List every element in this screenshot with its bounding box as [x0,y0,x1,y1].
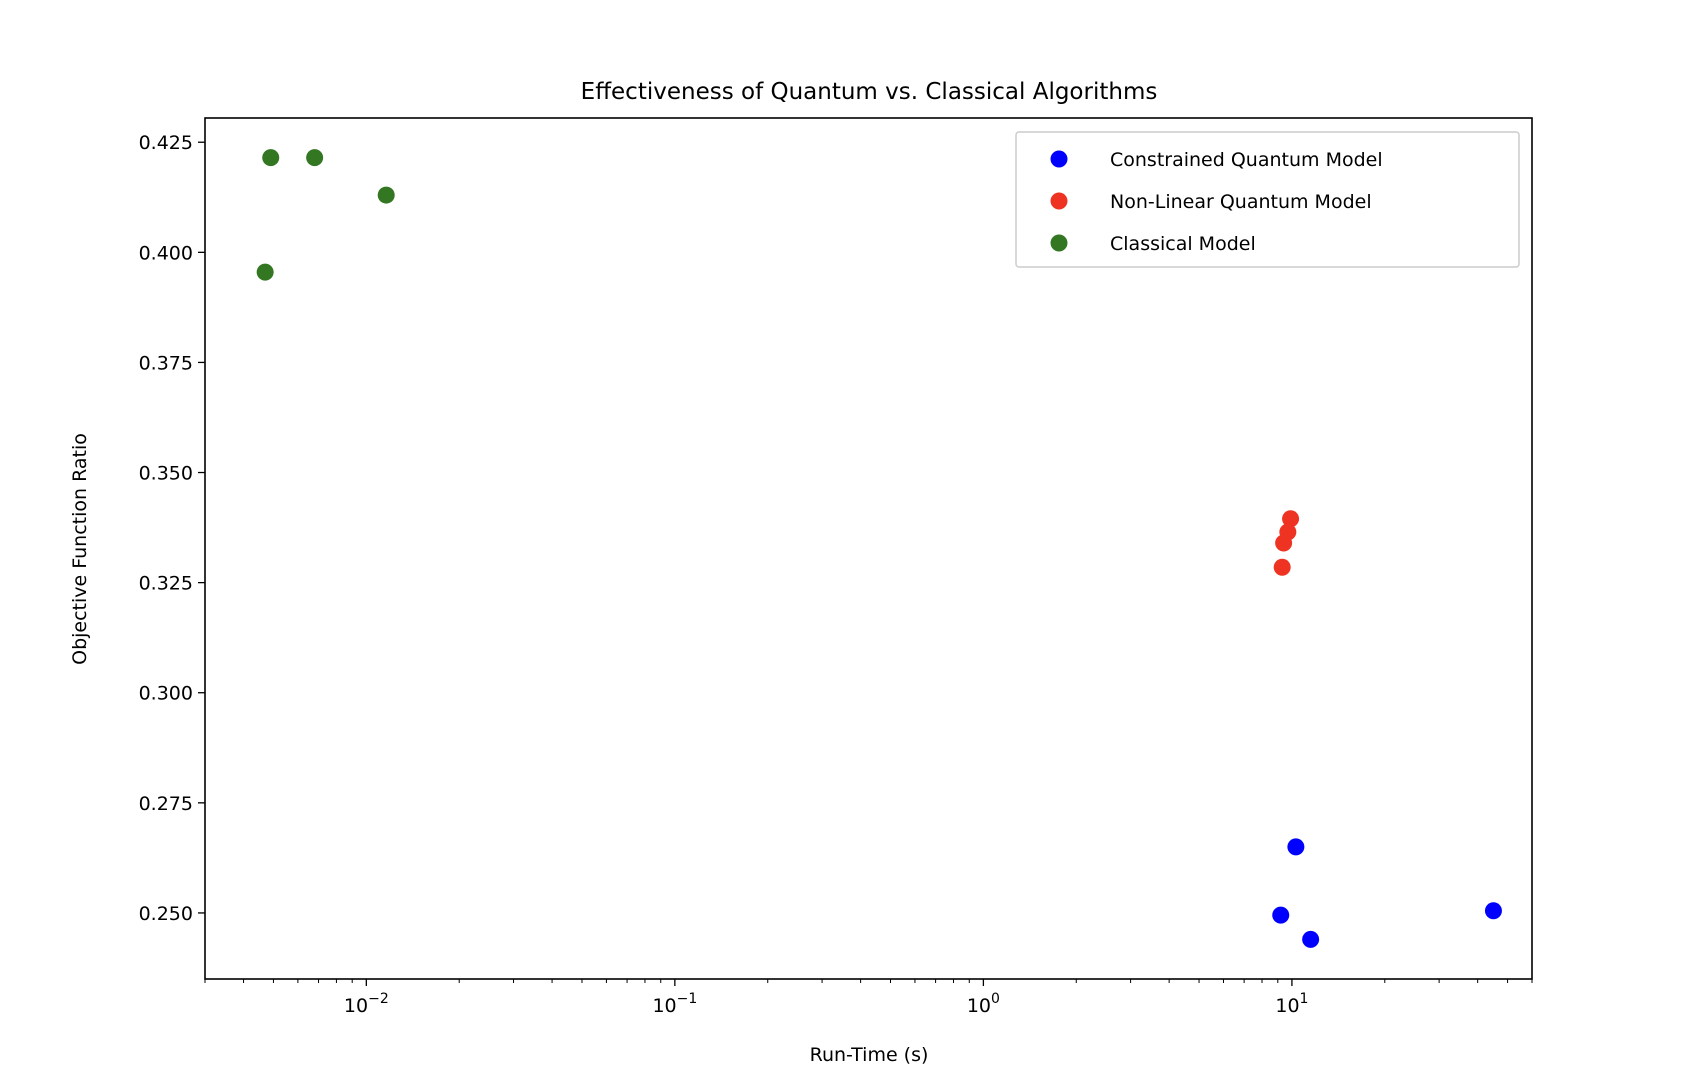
data-point [1484,902,1502,920]
data-point [262,149,280,167]
data-point [1282,510,1300,528]
y-tick-label: 0.400 [139,242,193,264]
y-tick-label: 0.375 [139,352,193,374]
chart-title: Effectiveness of Quantum vs. Classical A… [581,79,1158,105]
legend-frame [1015,131,1520,268]
legend-marker [1050,150,1068,168]
x-axis-ticks: 10−2 10−1 100 101 [204,979,1533,1017]
legend-label: Classical Model [1110,233,1256,255]
y-tick-label: 0.275 [139,793,193,815]
data-point [1272,906,1290,924]
plot-area [204,117,1533,980]
x-tick-label: 100 [967,991,1000,1017]
x-tick-label: 101 [1275,991,1308,1017]
data-point [256,263,274,281]
x-axis-label: Run-Time (s) [810,1044,929,1066]
data-point [1273,558,1291,576]
data-points [256,149,1502,948]
legend-marker [1050,234,1068,252]
data-point [306,149,324,167]
x-tick-label: 10−2 [344,991,389,1017]
y-tick-label: 0.325 [139,573,193,595]
data-point [377,186,395,204]
y-tick-label: 0.250 [139,903,193,925]
y-tick-label: 0.350 [139,463,193,485]
legend-marker [1050,192,1068,210]
data-point [1302,930,1320,948]
y-tick-label: 0.425 [139,132,193,154]
data-point [1279,523,1297,541]
y-tick-label: 0.300 [139,683,193,705]
data-point [1287,838,1305,856]
x-tick-label: 10−1 [652,991,697,1017]
legend-label: Constrained Quantum Model [1110,149,1383,171]
legend-label: Non-Linear Quantum Model [1110,191,1372,213]
y-axis-ticks: 0.250 0.275 0.300 0.325 0.350 0.375 0.400 0.425 [139,132,205,925]
y-axis-label: Objective Function Ratio [69,433,91,665]
legend: Constrained Quantum Model Non-Linear Quan… [1015,131,1520,268]
